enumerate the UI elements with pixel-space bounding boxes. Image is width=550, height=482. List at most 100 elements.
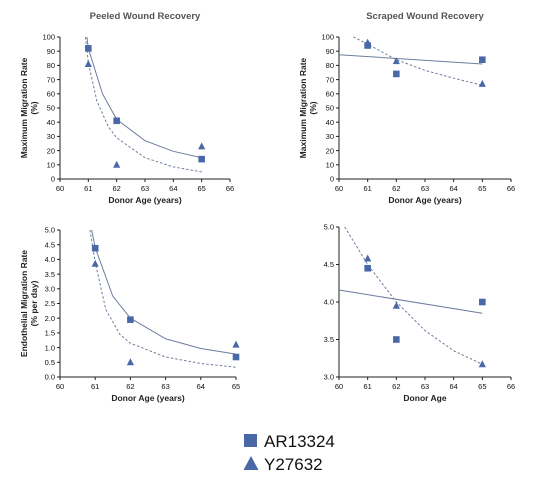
legend-triangle-marker <box>243 456 259 470</box>
legend-item: AR13324 <box>244 432 335 451</box>
y-axis-label: Maximum Migration Rate <box>19 57 29 158</box>
y-tick-label: 4.5 <box>45 240 55 249</box>
legend-square-marker <box>244 434 257 447</box>
y-tick-label: 30 <box>47 132 55 141</box>
data-point-y27632 <box>232 340 240 348</box>
legend-item: Y27632 <box>243 455 323 474</box>
y-tick-label: 40 <box>326 118 334 127</box>
data-point-y27632 <box>91 259 99 267</box>
y-tick-label: 4.0 <box>324 298 334 307</box>
x-tick-label: 62 <box>126 382 134 391</box>
x-tick-label: 64 <box>197 382 205 391</box>
data-point-ar13324 <box>127 316 134 323</box>
data-point-ar13324 <box>232 353 240 361</box>
y-tick-label: 20 <box>326 146 334 155</box>
y-axis-label: (% per day) <box>29 280 39 326</box>
y-tick-label: 1.5 <box>45 329 55 338</box>
data-point-y27632 <box>364 38 372 46</box>
y-tick-label: 50 <box>47 104 55 113</box>
y-tick-label: 3.0 <box>324 373 334 382</box>
data-point-y27632 <box>392 57 400 65</box>
data-point-ar13324 <box>91 244 99 252</box>
y-tick-label: 0 <box>330 175 334 184</box>
chart-panel-2: Scraped Wound Recovery 0 10 20 30 40 50 60 70 80 9… <box>298 11 515 205</box>
data-point-y27632 <box>126 358 134 366</box>
x-tick-label: 66 <box>507 382 515 391</box>
y-tick-label: 60 <box>47 90 55 99</box>
x-tick-label: 64 <box>449 382 457 391</box>
y-tick-label: 20 <box>47 146 55 155</box>
x-tick-label: 60 <box>56 184 64 193</box>
data-point-ar13324 <box>479 298 486 306</box>
x-axis-label: Donor Age (years) <box>108 195 182 205</box>
x-tick-label: 60 <box>335 382 343 391</box>
data-point-ar13324 <box>198 155 205 163</box>
x-tick-label: 60 <box>335 184 343 193</box>
legend: AR13324 Y27632 <box>243 432 335 474</box>
y-tick-label: 5.0 <box>324 223 334 232</box>
y-tick-label: 0.0 <box>45 373 55 382</box>
data-point-ar13324 <box>479 56 486 64</box>
x-tick-label: 60 <box>56 382 64 391</box>
y-tick-label: 2.0 <box>45 314 55 323</box>
chart-panel-3: 0.0 0.5 1.0 1.5 2.0 2.5 3.0 3.5 4.0 4.5 5.0 60 61 62 6… <box>19 226 240 403</box>
fit-line-y27632 <box>353 36 483 86</box>
x-tick-label: 65 <box>478 184 486 193</box>
y-tick-label: 10 <box>326 161 334 170</box>
y-tick-label: 100 <box>321 33 334 42</box>
y-tick-label: 2.5 <box>45 299 55 308</box>
data-point-y27632 <box>113 160 121 168</box>
x-tick-label: 61 <box>91 382 99 391</box>
y-axis-label: (%) <box>308 101 318 114</box>
y-tick-label: 90 <box>326 47 334 56</box>
x-axis-label: Donor Age (years) <box>388 195 462 205</box>
y-tick-label: 50 <box>326 104 334 113</box>
chart-title: Scraped Wound Recovery <box>366 11 484 22</box>
fit-line-ar13324 <box>338 54 483 65</box>
x-tick-label: 65 <box>478 382 486 391</box>
fit-line-ar13324 <box>86 36 202 159</box>
fit-line-y27632 <box>344 226 483 365</box>
y-tick-label: 60 <box>326 90 334 99</box>
x-tick-label: 64 <box>169 184 177 193</box>
x-tick-label: 63 <box>421 382 429 391</box>
x-tick-label: 65 <box>232 382 240 391</box>
x-tick-label: 63 <box>141 184 149 193</box>
y-tick-label: 3.0 <box>45 285 55 294</box>
x-tick-label: 62 <box>112 184 120 193</box>
chart-panel-4: 3.0 3.5 4.0 4.5 5.0 60 61 62 63 64 65 66 Donor Age <box>324 223 516 403</box>
fit-line-y27632 <box>89 229 237 368</box>
y-tick-label: 10 <box>47 161 55 170</box>
x-tick-label: 61 <box>363 382 371 391</box>
x-tick-label: 61 <box>363 184 371 193</box>
data-point-y27632 <box>84 59 92 67</box>
y-tick-label: 40 <box>47 118 55 127</box>
data-point-y27632 <box>392 301 400 309</box>
x-tick-label: 65 <box>197 184 205 193</box>
data-point-y27632 <box>198 142 206 150</box>
y-tick-label: 80 <box>47 61 55 70</box>
x-tick-label: 63 <box>421 184 429 193</box>
y-tick-label: 0.5 <box>45 358 55 367</box>
data-point-y27632 <box>364 254 372 262</box>
y-tick-label: 90 <box>47 47 55 56</box>
y-tick-label: 70 <box>326 75 334 84</box>
y-axis-label: Maximum Migration Rate <box>298 57 308 158</box>
data-point-ar13324 <box>393 70 400 78</box>
y-tick-label: 3.5 <box>324 335 334 344</box>
data-point-y27632 <box>478 79 486 87</box>
x-tick-label: 66 <box>507 184 515 193</box>
y-tick-label: 70 <box>47 75 55 84</box>
y-tick-label: 80 <box>326 61 334 70</box>
chart-panel-1: Peeled Wound Recovery 0 10 20 30 40 50 60 70 80 90… <box>19 11 234 205</box>
y-tick-label: 5.0 <box>45 226 55 235</box>
y-tick-label: 3.5 <box>45 270 55 279</box>
legend-label: Y27632 <box>264 455 323 474</box>
chart-title: Peeled Wound Recovery <box>90 11 201 22</box>
y-tick-label: 0 <box>51 175 55 184</box>
x-tick-label: 62 <box>392 184 400 193</box>
data-point-ar13324 <box>393 336 400 343</box>
legend-label: AR13324 <box>264 432 335 451</box>
x-tick-label: 64 <box>449 184 457 193</box>
